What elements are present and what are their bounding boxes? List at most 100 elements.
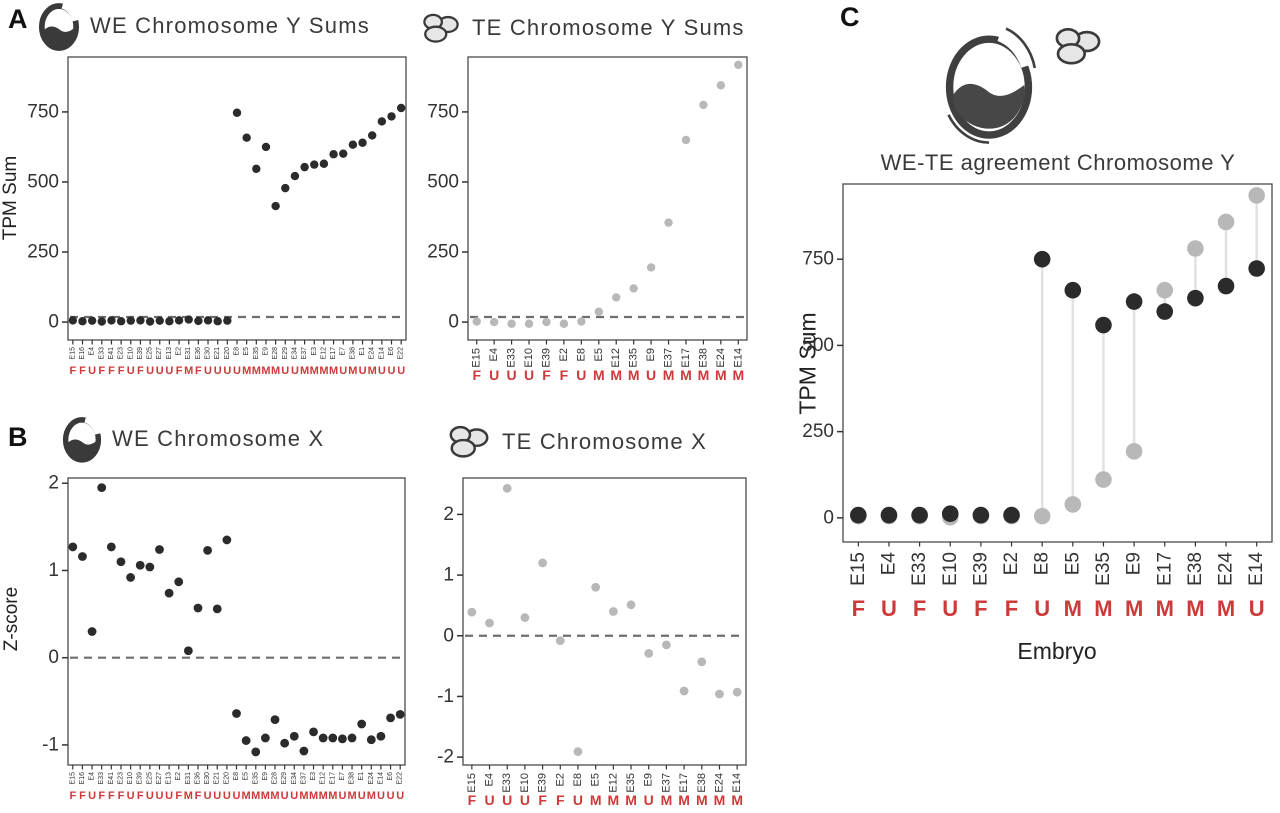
sex-label: F xyxy=(852,596,865,621)
sex-label: U xyxy=(524,367,534,383)
sex-label: M xyxy=(593,367,605,383)
sex-label: M xyxy=(714,792,726,808)
sex-label: M xyxy=(625,792,637,808)
x-tick-label: E15 xyxy=(848,552,869,586)
sex-label: F xyxy=(108,790,115,802)
sex-label: M xyxy=(242,790,251,802)
x-tick-label: E21 xyxy=(214,772,221,785)
sex-label: U xyxy=(156,365,164,377)
data-point xyxy=(145,562,155,572)
data-point-we xyxy=(1156,303,1174,320)
sex-label: M xyxy=(608,792,620,808)
data-point-we xyxy=(1187,289,1204,307)
data-point xyxy=(626,600,636,610)
data-point xyxy=(489,317,499,327)
sex-label: U xyxy=(213,790,221,802)
sex-label: F xyxy=(98,790,105,802)
sex-label: M xyxy=(367,790,376,802)
sex-label: M xyxy=(310,365,319,377)
sex-label: M xyxy=(1217,596,1235,621)
x-tick-label: E4 xyxy=(89,347,96,356)
data-point xyxy=(271,201,280,211)
sex-label: U xyxy=(146,790,154,802)
data-point xyxy=(573,747,583,757)
sex-label: F xyxy=(974,596,987,621)
panel-label-c: C xyxy=(840,2,860,32)
sex-label: M xyxy=(299,790,308,802)
x-tick-label: E33 xyxy=(506,348,518,368)
x-tick-label: E38 xyxy=(349,347,356,360)
x-tick-label: E35 xyxy=(628,348,640,368)
data-point-te xyxy=(1033,507,1051,525)
trophectoderm-icon xyxy=(1050,26,1106,66)
x-tick-label: E35 xyxy=(253,347,260,360)
data-point xyxy=(203,546,213,555)
x-tick-label: E8 xyxy=(234,347,241,356)
sex-label: U xyxy=(388,365,396,377)
x-tick-label: E7 xyxy=(340,347,347,356)
x-tick-label: E27 xyxy=(156,347,163,360)
header-te-chr-y: TE Chromosome Y Sums xyxy=(420,12,745,44)
data-point xyxy=(715,689,724,699)
sex-label: U xyxy=(646,367,656,383)
sex-label: U xyxy=(358,790,366,802)
y-tick-label: 750 xyxy=(802,249,834,270)
sex-label: F xyxy=(176,365,183,377)
data-point-we xyxy=(880,506,898,524)
x-tick-label: E37 xyxy=(660,773,672,793)
sex-label: M xyxy=(348,365,357,377)
x-tick-label: E25 xyxy=(146,772,153,785)
data-point xyxy=(97,483,107,492)
x-tick-label: E28 xyxy=(272,772,279,785)
x-tick-label: E9 xyxy=(262,772,269,781)
y-tick-label: 500 xyxy=(427,171,459,192)
y-tick-label: 500 xyxy=(27,171,59,192)
data-point-we xyxy=(850,506,867,524)
x-tick-label: E4 xyxy=(488,348,500,361)
sex-label: F xyxy=(560,367,569,383)
x-tick-label: E15 xyxy=(466,773,478,793)
sex-label: U xyxy=(88,790,96,802)
x-tick-label: E17 xyxy=(330,347,337,360)
sex-label: F xyxy=(137,365,144,377)
data-point xyxy=(116,317,126,326)
data-point-we xyxy=(1095,316,1112,334)
plot-box xyxy=(67,477,406,766)
data-point xyxy=(339,149,348,158)
sex-label: U xyxy=(88,365,96,377)
x-tick-label: E23 xyxy=(118,347,125,360)
data-point xyxy=(107,316,116,325)
x-tick-label: E16 xyxy=(79,347,86,360)
x-tick-label: E17 xyxy=(1154,552,1175,586)
data-point xyxy=(679,686,689,696)
sex-label: U xyxy=(127,365,135,377)
x-tick-label: E17 xyxy=(329,772,336,785)
x-tick-label: E38 xyxy=(349,772,356,785)
x-tick-label: E21 xyxy=(214,347,221,360)
y-tick-label: 0 xyxy=(823,507,834,528)
y-tick-label: -1 xyxy=(437,686,454,707)
x-tick-label: E35 xyxy=(1093,552,1114,586)
y-tick-label: 750 xyxy=(27,101,59,122)
data-point-te xyxy=(1125,442,1143,460)
sex-label: U xyxy=(397,365,405,377)
x-tick-label: E9 xyxy=(262,347,269,356)
data-point xyxy=(194,316,203,326)
data-point xyxy=(507,319,516,328)
data-point xyxy=(608,607,618,616)
y-tick-label: 0 xyxy=(48,647,59,668)
sex-label: F xyxy=(913,596,926,621)
data-point xyxy=(289,731,299,741)
sex-label: U xyxy=(223,365,231,377)
x-tick-label: E12 xyxy=(320,347,327,360)
x-tick-label: E12 xyxy=(320,772,327,785)
data-point-we xyxy=(1125,293,1143,310)
data-point xyxy=(78,552,87,561)
data-point xyxy=(213,317,222,326)
data-point xyxy=(193,603,203,613)
sex-label: F xyxy=(137,790,144,802)
chart-te_chrX: -2-1012E15FE4UE33UE10UE39FE2FE8UE5ME12ME… xyxy=(437,477,747,808)
x-tick-label: E35 xyxy=(625,773,637,793)
x-tick-label: E10 xyxy=(940,552,961,586)
